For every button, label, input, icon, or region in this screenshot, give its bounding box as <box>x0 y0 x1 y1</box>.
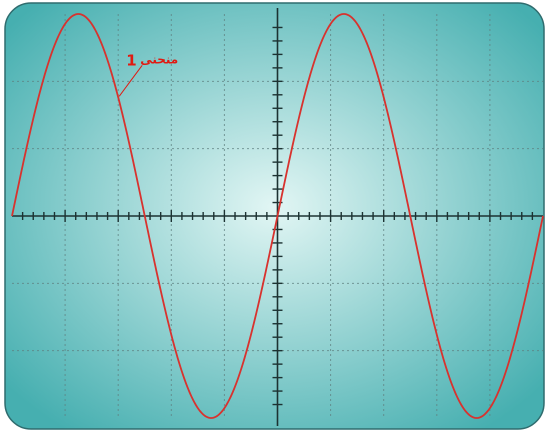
annotation-leader-line <box>118 64 143 97</box>
sine-wave-chart: 1 منحنى <box>4 2 545 430</box>
series-line-sine <box>11 13 544 419</box>
oscilloscope-screen: 1 منحنى <box>4 2 545 430</box>
annotation-label: منحنى <box>140 52 178 66</box>
curve-annotation: 1 منحنى <box>118 51 178 97</box>
annotation-number: 1 <box>126 51 136 69</box>
